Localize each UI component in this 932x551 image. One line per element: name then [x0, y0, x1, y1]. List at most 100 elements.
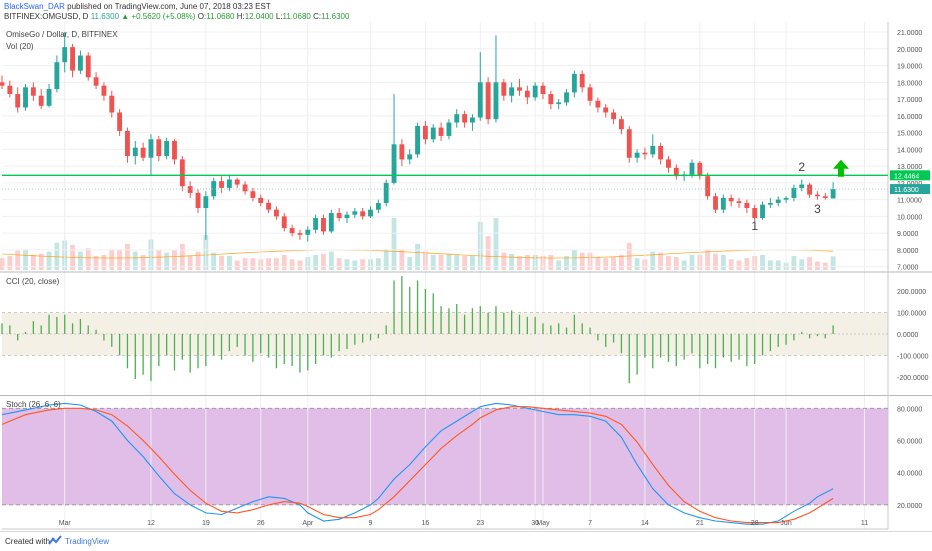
candle [195, 192, 201, 208]
volume-bar [242, 258, 248, 270]
candle [501, 82, 507, 96]
price-tick-label: 19.0000 [897, 64, 922, 71]
volume-bar [501, 252, 507, 270]
tradingview-brand[interactable]: TradingView [65, 537, 110, 546]
candle [705, 176, 711, 197]
candle [172, 140, 177, 160]
candle [156, 139, 162, 157]
candle [219, 181, 224, 188]
stoch-title: Stoch (26, 6, 6) [6, 400, 61, 409]
candle [352, 211, 358, 215]
price-tick-label: 13.0000 [897, 164, 922, 171]
candle [775, 199, 781, 203]
volume-bar [493, 218, 499, 270]
stoch-tick-label: 20.0000 [897, 503, 922, 510]
x-tick-label: 11 [861, 520, 868, 527]
x-tick-label: 16 [421, 520, 429, 527]
candle [399, 144, 405, 160]
low-value: 11.0680 [282, 12, 311, 21]
candle [344, 214, 350, 219]
candle [368, 209, 373, 217]
price-label-text: 11.6300 [894, 187, 919, 194]
candle [579, 73, 585, 88]
x-tick-label: May [536, 520, 550, 527]
candle [595, 100, 601, 108]
volume-bar [815, 261, 820, 270]
price-tick-label: 7.0000 [897, 265, 919, 272]
high-value: 12.0400 [244, 12, 274, 21]
cci-tick-label: -200.0000 [897, 375, 929, 382]
candle [815, 194, 820, 197]
open-value: 11.0680 [206, 12, 235, 21]
close-label: C: [313, 12, 322, 21]
candle [85, 55, 91, 78]
volume-bar [485, 236, 491, 270]
volume-bar [579, 252, 585, 270]
chart-area[interactable]: 123 7.00008.00009.000010.000011.000012.0… [0, 22, 932, 531]
volume-bar [0, 258, 5, 270]
volume-bar [156, 250, 162, 270]
candle [650, 146, 656, 155]
x-tick-label: 9 [369, 520, 373, 527]
volume-bar [164, 252, 170, 270]
candle [328, 213, 334, 232]
volume-bar [336, 258, 342, 270]
volume-bar [101, 254, 107, 270]
volume-bar [736, 260, 742, 270]
volume-bar [15, 250, 21, 270]
volume-bar [438, 254, 444, 270]
candle [493, 82, 499, 120]
author-link[interactable]: BlackSwan_DAR [4, 2, 65, 11]
ohlc-line: BITFINEX:OMGUSD, D 11.6300 ▲ +0.5620 (+5… [4, 12, 349, 21]
volume-bar [179, 243, 185, 270]
volume-bar [830, 256, 836, 270]
candle [618, 119, 624, 130]
volume-bar [775, 260, 781, 270]
candle [234, 179, 240, 185]
candle [807, 184, 813, 195]
candle [454, 114, 460, 123]
candle [634, 152, 640, 158]
high-label: H: [236, 12, 245, 21]
candle [760, 204, 765, 219]
stoch-band [2, 408, 888, 505]
candle [23, 87, 28, 108]
candle [509, 87, 515, 96]
candle [54, 62, 60, 90]
stoch-d-line [1, 406, 834, 524]
cci-tick-label: 0.0000 [897, 332, 919, 339]
candle [313, 218, 319, 230]
candle [540, 85, 546, 95]
candle [830, 189, 836, 199]
x-tick-label: 12 [147, 520, 155, 527]
candle [485, 82, 491, 120]
volume-bar [391, 218, 397, 270]
x-tick-label: 30 [531, 520, 539, 527]
price-tick-label: 14.0000 [897, 147, 922, 154]
candle [289, 228, 295, 234]
candle [713, 196, 718, 210]
publish-line: BlackSwan_DAR published on TradingView.c… [4, 2, 271, 11]
candle [281, 216, 287, 229]
candle [109, 95, 115, 113]
volume-bar [266, 258, 272, 270]
candle [38, 95, 44, 106]
candle [422, 125, 428, 140]
volume-bar [689, 254, 695, 270]
volume-bar [46, 251, 52, 270]
volume-bar [713, 253, 718, 270]
volume-bar [321, 253, 326, 270]
cci-title: CCI (20, close) [6, 277, 60, 286]
symbol-label: BITFINEX:OMGUSD, D [4, 12, 89, 21]
x-tick-label: 14 [641, 520, 649, 527]
candle [470, 117, 475, 123]
open-label: O: [197, 12, 207, 21]
candle [30, 87, 36, 96]
volume-bar [375, 258, 381, 270]
candle [571, 73, 577, 93]
volume-bar [125, 243, 130, 270]
price-label-box [890, 170, 930, 181]
candle [642, 152, 648, 155]
volume-bar [705, 249, 711, 270]
wave-label: 3 [814, 202, 821, 216]
